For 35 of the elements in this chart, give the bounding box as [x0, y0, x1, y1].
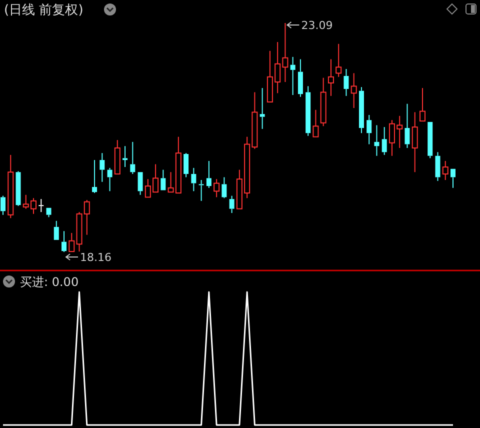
candlestick — [107, 167, 112, 192]
candlestick — [344, 68, 349, 96]
candlestick — [38, 198, 44, 213]
candlestick — [435, 152, 440, 182]
candlestick — [229, 195, 234, 214]
candlestick — [122, 146, 128, 168]
candlestick — [374, 124, 380, 156]
candlestick — [100, 152, 105, 182]
candlestick — [350, 72, 357, 109]
candlestick — [191, 167, 196, 192]
candlestick — [16, 170, 21, 207]
candlestick — [412, 112, 418, 173]
chart-title: 买进: 0.00 — [20, 275, 79, 289]
candlestick — [62, 230, 67, 252]
candlestick — [336, 43, 342, 78]
candlestick — [184, 152, 189, 178]
candlestick — [92, 160, 98, 194]
annotation: 18.16 — [80, 251, 112, 264]
candlestick — [306, 86, 311, 136]
candlestick — [404, 103, 410, 148]
candlestick — [382, 126, 387, 156]
candlestick — [358, 86, 364, 134]
candlestick — [290, 56, 296, 96]
candlestick — [298, 58, 303, 98]
candlestick — [328, 58, 334, 96]
candlestick — [206, 160, 212, 188]
candlestick — [260, 88, 265, 130]
candlestick — [198, 180, 204, 202]
candlestick — [214, 178, 220, 198]
candlestick — [366, 114, 372, 145]
candlestick — [222, 176, 227, 199]
candlestick — [442, 160, 448, 180]
chart-title: (日线 前复权) — [4, 3, 84, 18]
annotation: 23.09 — [301, 19, 333, 32]
candlestick — [130, 141, 136, 174]
